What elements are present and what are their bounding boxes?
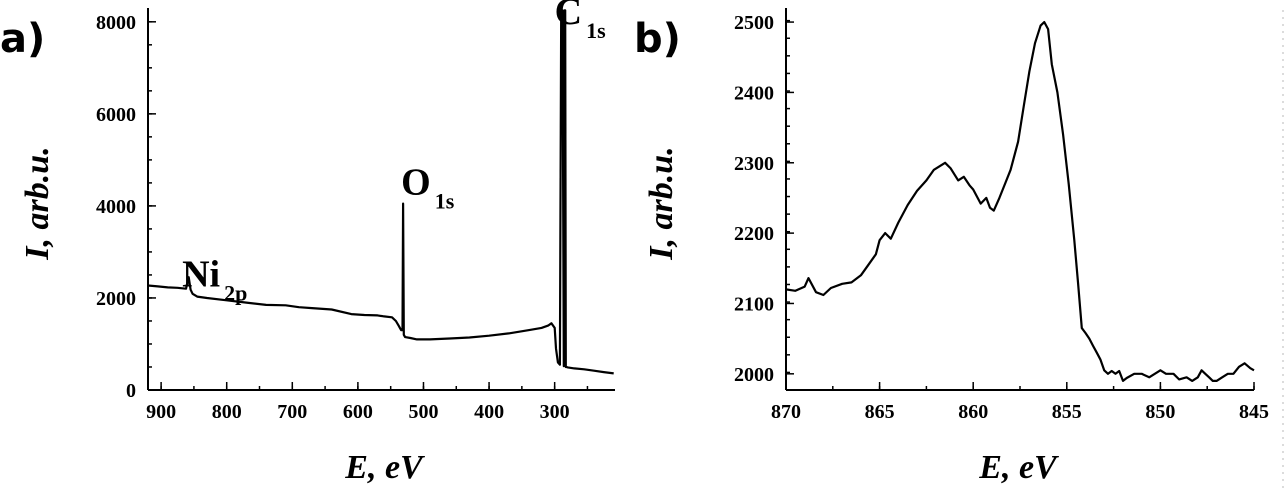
chart-b-x-tick-label: 850 <box>1145 401 1175 423</box>
chart-a-peak-annotation: O 1s <box>401 161 455 213</box>
chart-a-x-ticks: 900 800 700 600 500 400 300 <box>146 382 589 423</box>
chart-b-y-axis-title: I, arb.u. <box>643 146 680 260</box>
chart-b-y-tick-label: 2000 <box>734 364 774 386</box>
chart-b-y-tick-label: 2400 <box>734 82 774 104</box>
chart-a-x-tick-label: 600 <box>343 401 373 423</box>
chart-a-x-tick-label: 400 <box>474 401 504 423</box>
chart-a-series-line <box>147 9 614 375</box>
chart-a-y-ticks: 0 2000 4000 6000 8000 <box>96 12 156 402</box>
chart-a-x-tick-label: 700 <box>277 401 307 423</box>
chart-b-y-tick-label: 2300 <box>734 153 774 175</box>
chart-b-x-tick-label: 870 <box>771 401 801 423</box>
chart-a-y-tick-label: 6000 <box>96 104 136 126</box>
chart-b-y-tick-label: 2200 <box>734 223 774 245</box>
peak-annotation-subscript: 1s <box>435 188 455 213</box>
peak-annotation-main: O <box>401 161 431 203</box>
chart-a-y-axis-title: I, arb.u. <box>19 146 56 260</box>
chart-b-series-group <box>785 21 1255 382</box>
chart-a-y-tick-label: 4000 <box>96 196 136 218</box>
chart-b-x-tick-label: 855 <box>1052 401 1082 423</box>
peak-annotation-main: C <box>555 0 582 33</box>
chart-a-x-tick-label: 300 <box>540 401 570 423</box>
chart-a: a) 0 2000 4000 6000 8000 900 800 700 600 500 400 3… <box>0 0 615 486</box>
chart-b-y-ticks: 2000 2100 2200 2300 2400 2500 <box>734 12 794 391</box>
chart-b-x-axis-title: E, eV <box>978 449 1059 486</box>
chart-a-y-tick-label: 2000 <box>96 288 136 310</box>
chart-a-x-tick-label: 500 <box>408 401 438 423</box>
chart-a-panel-label: a) <box>0 16 45 62</box>
chart-b-x-tick-label: 860 <box>958 401 988 423</box>
chart-b-x-ticks: 870 865 860 855 850 845 <box>771 382 1269 423</box>
chart-b-y-tick-label: 2100 <box>734 293 774 315</box>
chart-a-series-group <box>147 9 614 375</box>
chart-a-y-tick-label: 0 <box>126 380 136 402</box>
chart-a-x-tick-label: 900 <box>146 401 176 423</box>
peak-annotation-subscript: 1s <box>586 18 606 43</box>
chart-b-panel-label: b) <box>634 16 681 62</box>
peak-annotation-subscript: 2p <box>224 280 247 305</box>
chart-a-y-tick-label: 8000 <box>96 12 136 34</box>
chart-a-peak-annotation: Ni 2p <box>182 253 247 305</box>
chart-b-x-tick-label: 865 <box>865 401 895 423</box>
chart-a-peak-annotation: C 1s <box>555 0 606 43</box>
chart-b-series-line <box>785 21 1255 382</box>
chart-b: b) 2000 2100 2200 2300 2400 2500 870 865 860 855… <box>634 8 1269 486</box>
chart-b-y-tick-label: 2500 <box>734 12 774 34</box>
peak-annotation-main: Ni <box>182 253 220 295</box>
chart-a-x-axis-title: E, eV <box>344 449 425 486</box>
chart-b-x-tick-label: 845 <box>1239 401 1269 423</box>
chart-a-x-tick-label: 800 <box>212 401 242 423</box>
chart-a-annotations: Ni 2pO 1sC 1s <box>182 0 606 305</box>
